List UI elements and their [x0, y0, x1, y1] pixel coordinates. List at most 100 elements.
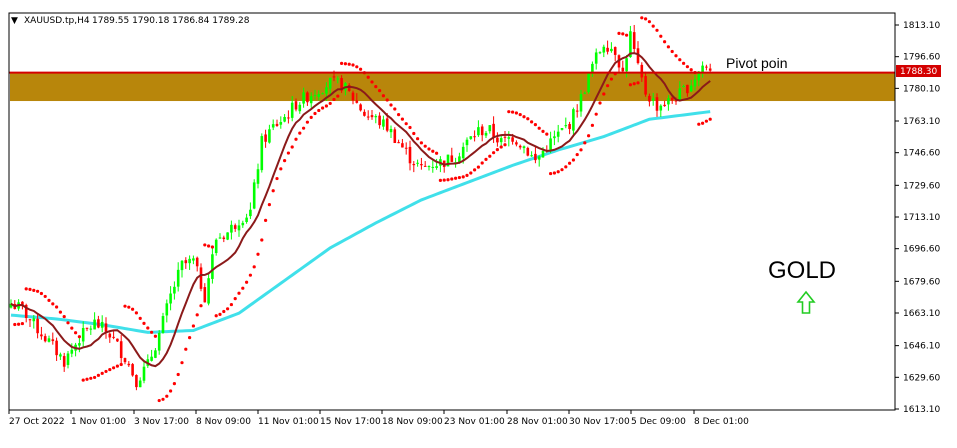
- y-tick-label: 1796.60: [903, 53, 940, 63]
- candle-body: [648, 95, 651, 102]
- candle-body: [169, 293, 172, 304]
- sar-dot: [267, 203, 271, 207]
- candle-body: [534, 153, 537, 161]
- sar-dot: [172, 382, 176, 386]
- candle-body: [420, 164, 423, 166]
- sar-dot: [397, 113, 401, 117]
- candle-body: [689, 85, 693, 92]
- sar-dot: [640, 16, 644, 20]
- sar-dot: [545, 132, 549, 136]
- sar-dot: [537, 126, 541, 130]
- candle-body: [195, 257, 199, 267]
- sar-dot: [343, 62, 347, 66]
- sar-dot: [385, 98, 389, 102]
- candle-body: [271, 124, 275, 128]
- sar-dot: [153, 334, 157, 338]
- candle-body: [670, 97, 674, 101]
- candle-body: [237, 225, 241, 231]
- candle-body: [602, 46, 606, 53]
- candle-body: [336, 78, 340, 80]
- sar-dot: [13, 322, 17, 327]
- candle-body: [473, 136, 476, 138]
- candle-body: [389, 129, 393, 133]
- candle-body: [85, 327, 89, 329]
- candle-body: [55, 340, 58, 356]
- y-tick-label: 1713.10: [903, 213, 940, 223]
- sar-dot: [36, 289, 40, 293]
- sar-dot: [305, 120, 309, 124]
- candle-body: [408, 146, 412, 164]
- sar-dot: [51, 302, 55, 306]
- sar-dot: [412, 131, 416, 136]
- sar-dot: [647, 20, 652, 24]
- candle-body: [469, 136, 473, 139]
- up-arrow-icon: [796, 290, 816, 314]
- parabolic-sar-layer: [13, 16, 712, 403]
- sar-dot: [260, 238, 264, 242]
- sar-dot: [666, 45, 671, 49]
- candle-body: [575, 110, 579, 112]
- candle-body: [279, 122, 283, 125]
- candle-body: [693, 79, 697, 87]
- sar-dot: [701, 121, 705, 125]
- sar-dot: [435, 151, 439, 155]
- candle-body: [28, 319, 32, 321]
- candle-body: [97, 319, 100, 328]
- sar-dot: [203, 243, 207, 247]
- candle-body: [366, 116, 370, 118]
- sar-dot: [427, 147, 431, 151]
- sar-dot: [24, 287, 28, 291]
- sar-dot: [366, 75, 370, 79]
- sar-dot: [100, 371, 104, 375]
- candle-body: [651, 98, 655, 101]
- x-tick-label: 8 Nov 09:00: [196, 417, 251, 427]
- sar-dot: [20, 321, 24, 326]
- sar-dot: [682, 61, 686, 65]
- candle-body: [461, 146, 465, 159]
- candle-body: [47, 338, 51, 342]
- candle-body: [499, 138, 503, 143]
- candle-body: [564, 125, 568, 127]
- sar-dot: [47, 298, 51, 302]
- sar-dot: [457, 175, 461, 180]
- sar-dot: [81, 378, 85, 382]
- candle-body: [613, 47, 617, 55]
- sar-dot: [324, 104, 328, 108]
- candle-body: [66, 353, 70, 365]
- sar-dot: [381, 94, 385, 98]
- sar-dot: [518, 112, 522, 117]
- sar-dot: [115, 364, 119, 368]
- candle-body: [644, 76, 647, 95]
- sar-dot: [237, 291, 241, 295]
- candle-body: [112, 336, 115, 338]
- sar-dot: [583, 141, 587, 145]
- candle-body: [492, 123, 495, 138]
- sar-dot: [195, 313, 199, 317]
- sar-dot: [218, 312, 222, 316]
- sar-dot: [112, 366, 116, 370]
- dropdown-triangle-icon[interactable]: ▼: [11, 16, 18, 26]
- sar-dot: [480, 161, 484, 165]
- sar-dot: [302, 126, 306, 130]
- candle-body: [541, 150, 545, 158]
- candle-body: [207, 278, 210, 304]
- sar-dot: [131, 307, 135, 311]
- candle-body: [632, 32, 636, 49]
- sar-dot: [530, 120, 534, 124]
- candle-body: [591, 63, 594, 74]
- sar-dot: [313, 111, 317, 116]
- candle-body: [351, 92, 355, 101]
- candle-body: [636, 48, 640, 64]
- sar-dot: [309, 115, 313, 119]
- sar-dot: [222, 309, 226, 314]
- candle-body: [363, 111, 366, 116]
- candle-body: [579, 94, 583, 112]
- candle-body: [427, 166, 431, 168]
- sar-dot: [176, 372, 180, 377]
- y-tick-label: 1629.60: [903, 373, 940, 383]
- x-tick-label: 8 Dec 01:00: [694, 417, 749, 427]
- candle-body: [568, 124, 571, 130]
- sar-dot: [264, 218, 268, 222]
- sar-dot: [609, 77, 614, 81]
- gold-label: GOLD: [768, 257, 836, 284]
